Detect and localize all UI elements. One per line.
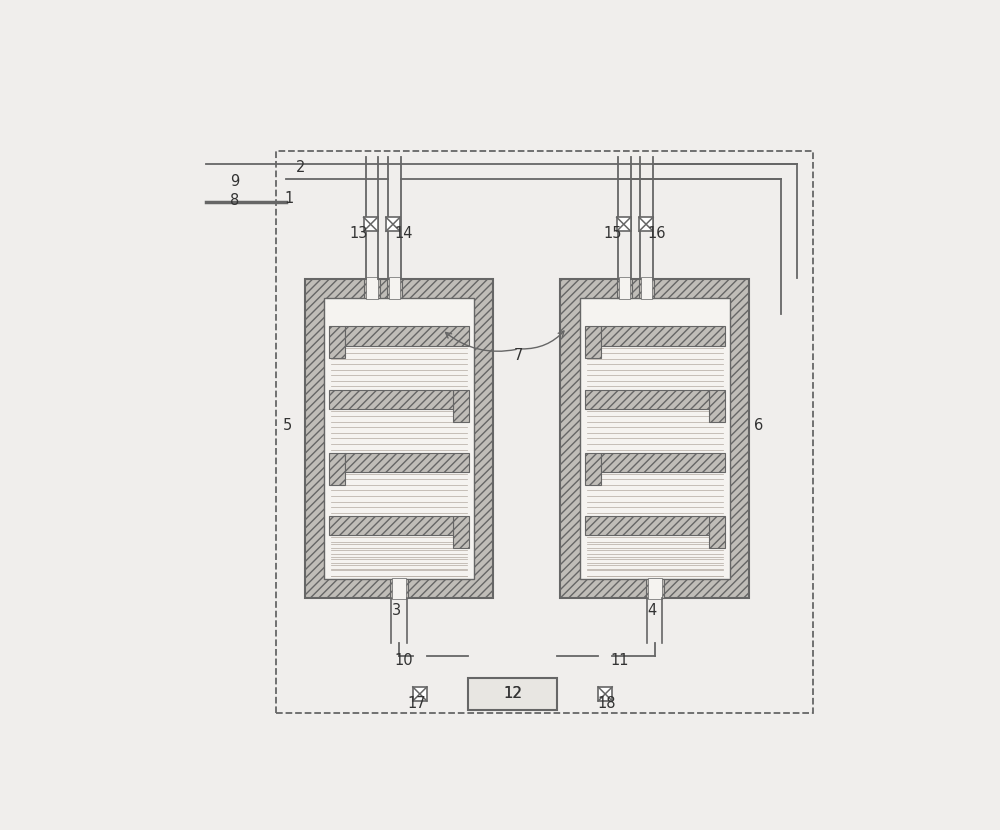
Text: 3: 3 (392, 603, 401, 618)
Bar (648, 578, 662, 599)
Text: 4: 4 (647, 603, 656, 618)
Bar (580, 298, 730, 579)
Bar (345, 452, 469, 472)
Bar (386, 217, 400, 232)
Bar (366, 277, 378, 299)
Bar (276, 151, 813, 713)
Bar (329, 515, 453, 535)
Bar (709, 515, 725, 548)
Bar (639, 279, 654, 298)
Bar (364, 279, 380, 298)
Text: 7: 7 (514, 348, 524, 363)
Bar (617, 279, 632, 298)
Text: 16: 16 (647, 227, 666, 242)
Bar (598, 687, 612, 701)
Bar (413, 687, 427, 701)
Bar (585, 326, 601, 359)
Bar (329, 326, 345, 359)
Text: 18: 18 (598, 696, 616, 711)
Bar (329, 389, 453, 408)
Text: 10: 10 (395, 653, 413, 668)
Text: 8: 8 (230, 193, 239, 208)
Text: 6: 6 (754, 418, 763, 433)
Bar (585, 452, 601, 485)
Bar (389, 277, 400, 299)
Text: 2: 2 (296, 160, 305, 175)
Bar (387, 279, 402, 298)
Bar (329, 452, 345, 485)
Bar (305, 279, 493, 598)
Text: 11: 11 (611, 653, 629, 668)
Bar (601, 452, 725, 472)
Bar (324, 298, 474, 579)
Text: 9: 9 (230, 174, 239, 189)
Bar (453, 389, 469, 422)
Bar (345, 326, 469, 345)
Text: 5: 5 (283, 418, 292, 433)
Text: 1: 1 (284, 191, 293, 206)
Bar (601, 326, 725, 345)
Bar (641, 277, 652, 299)
Text: 12: 12 (503, 686, 522, 701)
Bar (617, 217, 631, 232)
Bar (709, 389, 725, 422)
Bar (585, 389, 709, 408)
Text: 17: 17 (407, 696, 426, 711)
Bar (392, 578, 406, 599)
Bar (639, 217, 653, 232)
Text: 15: 15 (604, 227, 622, 242)
Text: 14: 14 (395, 227, 413, 242)
Bar (453, 515, 469, 548)
Text: 13: 13 (350, 227, 368, 242)
Bar (560, 279, 749, 598)
Bar (619, 277, 630, 299)
Text: 12: 12 (503, 686, 522, 701)
Bar (390, 579, 408, 598)
Bar (585, 515, 709, 535)
Bar (364, 217, 378, 232)
Bar (468, 678, 557, 710)
Bar (646, 579, 664, 598)
